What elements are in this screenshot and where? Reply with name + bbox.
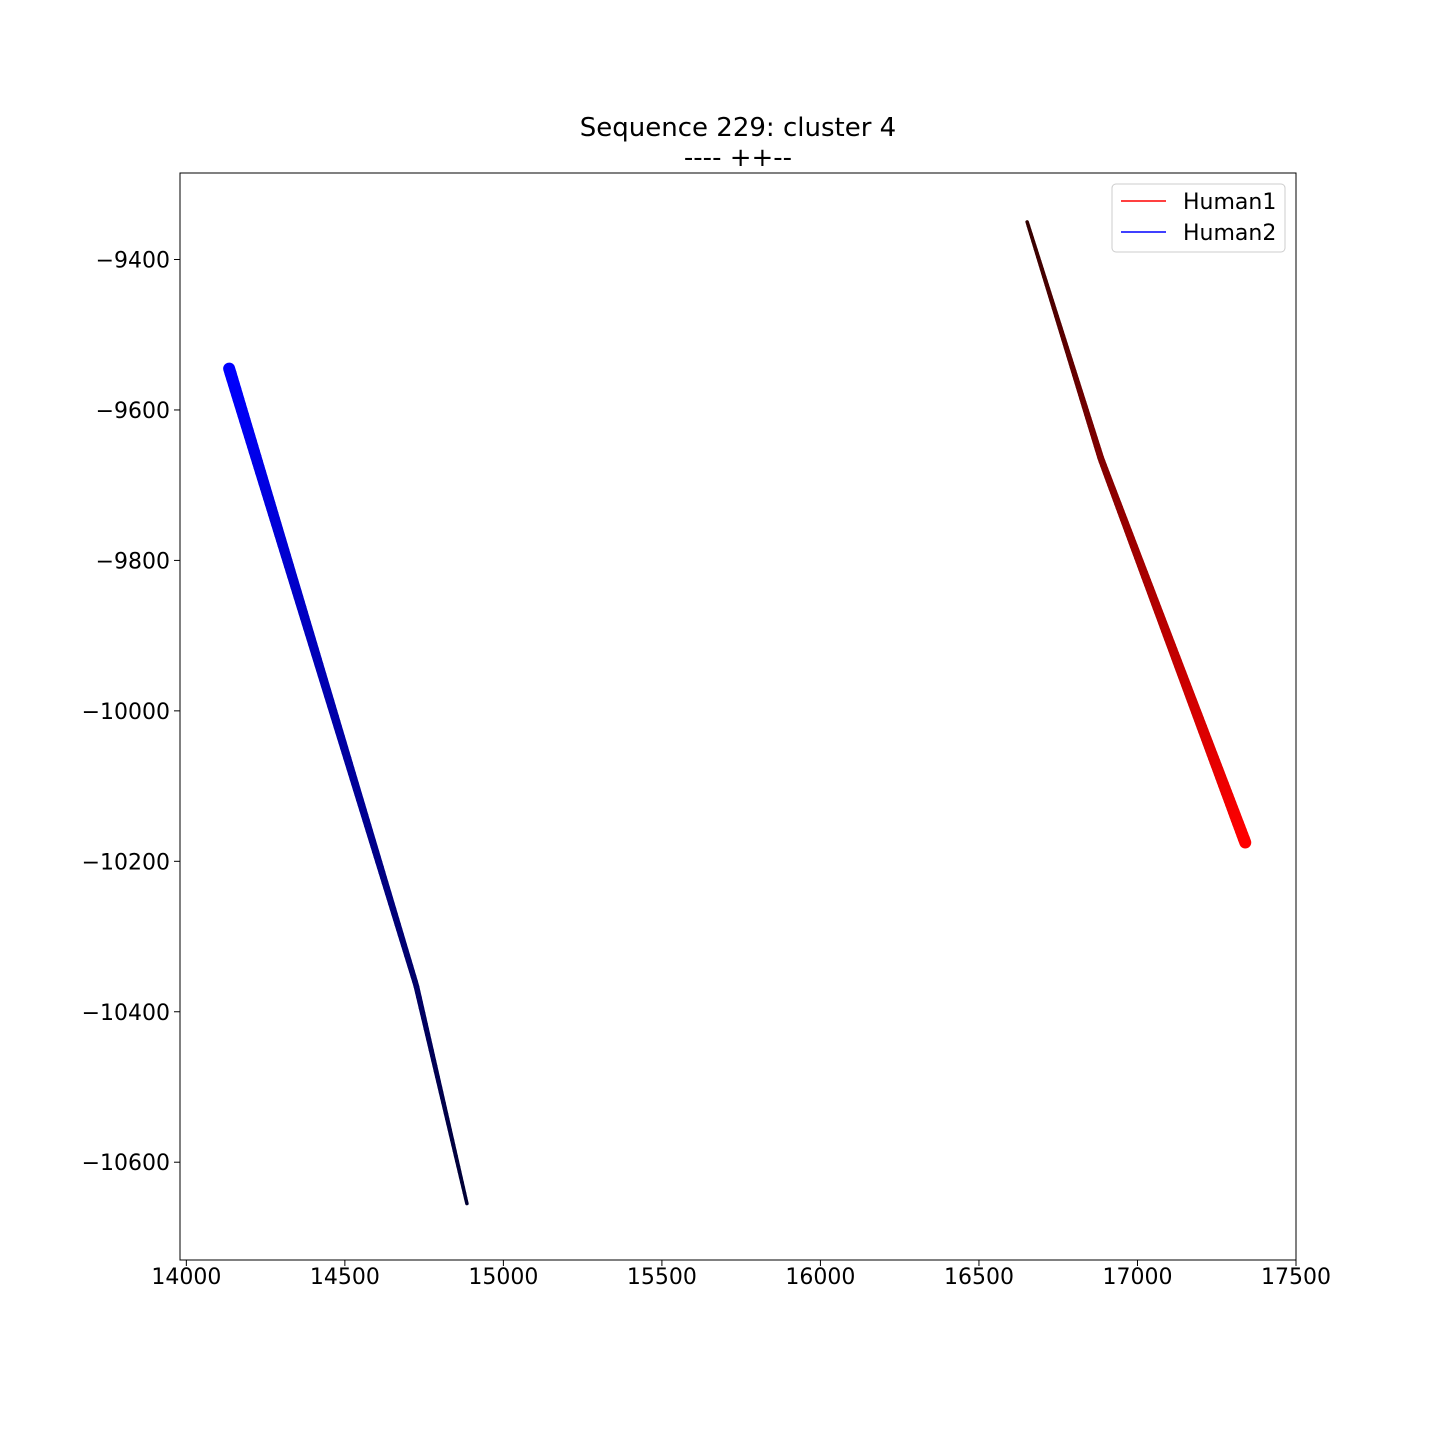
legend: Human1 Human2: [1111, 183, 1286, 253]
x-tick-label: 15500: [627, 1265, 697, 1290]
x-tick-label: 17500: [1261, 1265, 1331, 1290]
x-tick-label: 15000: [468, 1265, 538, 1290]
trajectory-segment: [1237, 832, 1252, 849]
y-tick-label: −9600: [96, 399, 170, 424]
y-tick-label: −10000: [82, 700, 170, 725]
y-tick-label: −10200: [82, 850, 170, 875]
series-human1-trajectory: [1025, 220, 1252, 849]
x-tick-label: 14000: [151, 1265, 221, 1290]
series-human2-trajectory: [223, 362, 469, 1206]
y-tick-label: −9400: [96, 249, 170, 274]
x-tick-label: 14500: [310, 1265, 380, 1290]
trajectory-segment: [463, 1196, 469, 1206]
x-tick-label: 16000: [785, 1265, 855, 1290]
y-tick-label: −10600: [82, 1151, 170, 1176]
x-tick-label: 16500: [944, 1265, 1014, 1290]
axes-frame: [179, 172, 1297, 1261]
chart-title: Sequence 229: cluster 4: [579, 113, 897, 143]
plot-layer: [223, 220, 1252, 1206]
y-axis: −9400 −9600 −9800 −10000 −10200 −10400 −10600: [82, 249, 180, 1176]
y-tick-label: −10400: [82, 1001, 170, 1026]
y-tick-label: −9800: [96, 549, 170, 574]
legend-label-human2: Human2: [1183, 221, 1276, 246]
legend-label-human1: Human1: [1183, 190, 1276, 215]
x-tick-label: 17000: [1102, 1265, 1172, 1290]
x-axis: 14000 14500 15000 15500 16000 16500 17000 17500: [151, 1260, 1331, 1290]
chart-subtitle: ---- ++--: [683, 143, 793, 173]
